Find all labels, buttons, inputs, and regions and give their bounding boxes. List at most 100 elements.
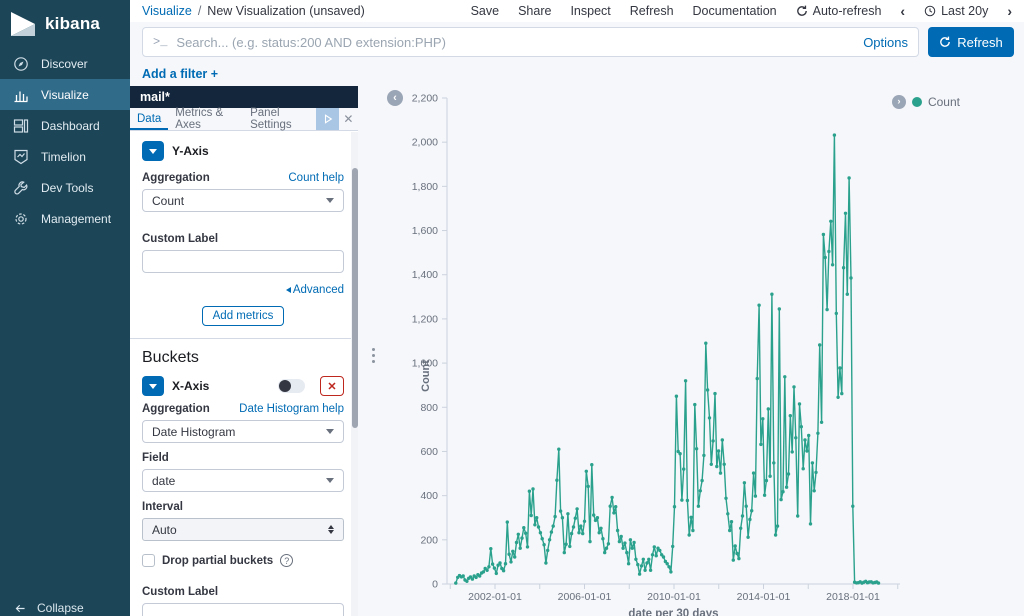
time-range-next-button[interactable]: › bbox=[1007, 4, 1012, 18]
resizer-handle[interactable] bbox=[372, 348, 375, 363]
bucket-custom-label-input[interactable] bbox=[142, 603, 344, 616]
interval-value: Auto bbox=[152, 523, 177, 537]
interval-label: Interval bbox=[142, 501, 183, 513]
time-range-picker[interactable]: Last 20y bbox=[924, 4, 988, 18]
svg-text:Count: Count bbox=[420, 360, 432, 392]
bucket-aggregation-select[interactable]: Date Histogram bbox=[142, 420, 344, 443]
line-chart: 02004006008001,0001,2001,4001,6001,8002,… bbox=[380, 86, 1024, 616]
refresh-cycle-icon bbox=[796, 5, 808, 17]
chevron-down-icon bbox=[326, 478, 334, 483]
time-range-prev-button[interactable]: ‹ bbox=[900, 4, 905, 18]
svg-text:600: 600 bbox=[420, 446, 438, 458]
chevron-down-icon bbox=[149, 149, 157, 154]
query-options-link[interactable]: Options bbox=[863, 35, 908, 50]
aggregation-label: Aggregation bbox=[142, 403, 210, 415]
sidebar-item-management[interactable]: Management bbox=[0, 203, 130, 234]
auto-refresh-button[interactable]: Auto-refresh bbox=[796, 4, 882, 18]
share-button[interactable]: Share bbox=[518, 4, 551, 18]
y-axis-label: Y-Axis bbox=[172, 144, 209, 158]
index-pattern-title: mail* bbox=[130, 86, 358, 108]
sidebar-item-visualize[interactable]: Visualize bbox=[0, 79, 130, 110]
legend-series-label[interactable]: Count bbox=[928, 95, 960, 109]
sidebar-item-label: Discover bbox=[41, 57, 88, 71]
count-help-link[interactable]: Count help bbox=[288, 172, 344, 184]
svg-text:0: 0 bbox=[432, 579, 438, 591]
bucket-enable-toggle[interactable] bbox=[278, 379, 305, 393]
panel-resizer bbox=[358, 86, 380, 616]
field-select[interactable]: date bbox=[142, 469, 344, 492]
svg-text:1,600: 1,600 bbox=[412, 225, 438, 237]
editor-data-tab-content: Y-Axis Aggregation Count help Count Cust… bbox=[130, 131, 358, 616]
tab-data[interactable]: Data bbox=[130, 108, 168, 130]
gear-icon bbox=[13, 211, 29, 227]
search-input[interactable] bbox=[176, 35, 854, 50]
dashboard-grid-icon bbox=[13, 118, 29, 134]
documentation-button[interactable]: Documentation bbox=[693, 4, 777, 18]
bucket-aggregation-value: Date Histogram bbox=[152, 425, 235, 439]
help-icon[interactable] bbox=[280, 554, 293, 567]
svg-text:2014-01-01: 2014-01-01 bbox=[737, 591, 791, 603]
y-axis-row: Y-Axis bbox=[142, 141, 344, 161]
scrollbar-thumb[interactable] bbox=[352, 168, 358, 428]
apply-changes-button[interactable] bbox=[316, 108, 338, 130]
field-label: Field bbox=[142, 452, 169, 464]
remove-bucket-button[interactable]: ✕ bbox=[320, 376, 344, 396]
sidebar-collapse-button[interactable]: Collapse bbox=[0, 601, 130, 615]
sidebar-scrollbar[interactable] bbox=[351, 132, 358, 616]
inspect-button[interactable]: Inspect bbox=[570, 4, 610, 18]
sidebar-item-dev-tools[interactable]: Dev Tools bbox=[0, 172, 130, 203]
tab-panel-settings[interactable]: Panel Settings bbox=[243, 108, 316, 130]
drop-partial-buckets-label: Drop partial buckets bbox=[162, 555, 273, 567]
discard-changes-button[interactable]: ✕ bbox=[339, 108, 358, 130]
aggregation-label: Aggregation bbox=[142, 172, 210, 184]
metric-advanced-toggle[interactable]: Advanced bbox=[286, 284, 344, 296]
x-axis-expand-button[interactable] bbox=[142, 376, 164, 396]
breadcrumb-visualize-link[interactable]: Visualize bbox=[142, 4, 192, 18]
interval-select[interactable]: Auto bbox=[142, 518, 344, 541]
sidebar-item-label: Management bbox=[41, 212, 111, 226]
editor-tabs: Data Metrics & Axes Panel Settings ✕ bbox=[130, 108, 358, 131]
custom-label-label: Custom Label bbox=[142, 233, 218, 245]
metric-aggregation-select[interactable]: Count bbox=[142, 189, 344, 212]
collapse-sidebar-icon[interactable]: ‹ bbox=[387, 90, 403, 106]
sidebar-item-label: Visualize bbox=[41, 88, 89, 102]
legend-series-dot bbox=[912, 97, 922, 107]
sidebar-item-label: Dashboard bbox=[41, 119, 100, 133]
refresh-button[interactable]: Refresh bbox=[928, 27, 1014, 57]
save-button[interactable]: Save bbox=[471, 4, 500, 18]
y-axis-expand-button[interactable] bbox=[142, 141, 164, 161]
sidebar-item-dashboard[interactable]: Dashboard bbox=[0, 110, 130, 141]
svg-text:200: 200 bbox=[420, 534, 438, 546]
metric-custom-label-input[interactable] bbox=[142, 250, 344, 273]
section-divider bbox=[130, 338, 358, 339]
svg-text:date per 30 days: date per 30 days bbox=[628, 608, 718, 616]
date-histogram-help-link[interactable]: Date Histogram help bbox=[239, 403, 344, 415]
chevron-down-icon bbox=[149, 384, 157, 389]
legend-collapse-icon[interactable]: › bbox=[892, 95, 906, 109]
toggle-knob bbox=[279, 380, 291, 392]
custom-label-label: Custom Label bbox=[142, 586, 218, 598]
tab-metrics-axes[interactable]: Metrics & Axes bbox=[168, 108, 243, 130]
chart-legend: › Count bbox=[892, 95, 960, 109]
svg-text:1,800: 1,800 bbox=[412, 181, 438, 193]
field-value: date bbox=[152, 474, 175, 488]
svg-text:1,400: 1,400 bbox=[412, 269, 438, 281]
sidebar-collapse-label: Collapse bbox=[37, 601, 84, 615]
bar-chart-icon bbox=[13, 87, 29, 103]
svg-text:800: 800 bbox=[420, 402, 438, 414]
clock-icon bbox=[924, 5, 936, 17]
svg-text:2002-01-01: 2002-01-01 bbox=[468, 591, 522, 603]
top-menu: Save Share Inspect Refresh Documentation… bbox=[471, 4, 1012, 18]
drop-partial-buckets-checkbox[interactable] bbox=[142, 554, 155, 567]
svg-text:400: 400 bbox=[420, 490, 438, 502]
x-axis-label: X-Axis bbox=[172, 379, 209, 393]
vis-editor-sidebar: mail* Data Metrics & Axes Panel Settings… bbox=[130, 86, 358, 616]
add-filter-link[interactable]: Add a filter + bbox=[142, 67, 218, 81]
refresh-icon bbox=[939, 36, 951, 48]
refresh-menu-button[interactable]: Refresh bbox=[630, 4, 674, 18]
add-metrics-button[interactable]: Add metrics bbox=[202, 306, 285, 326]
svg-text:1,200: 1,200 bbox=[412, 313, 438, 325]
sidebar-item-timelion[interactable]: Timelion bbox=[0, 141, 130, 172]
chevron-down-icon bbox=[326, 198, 334, 203]
sidebar-item-discover[interactable]: Discover bbox=[0, 48, 130, 79]
